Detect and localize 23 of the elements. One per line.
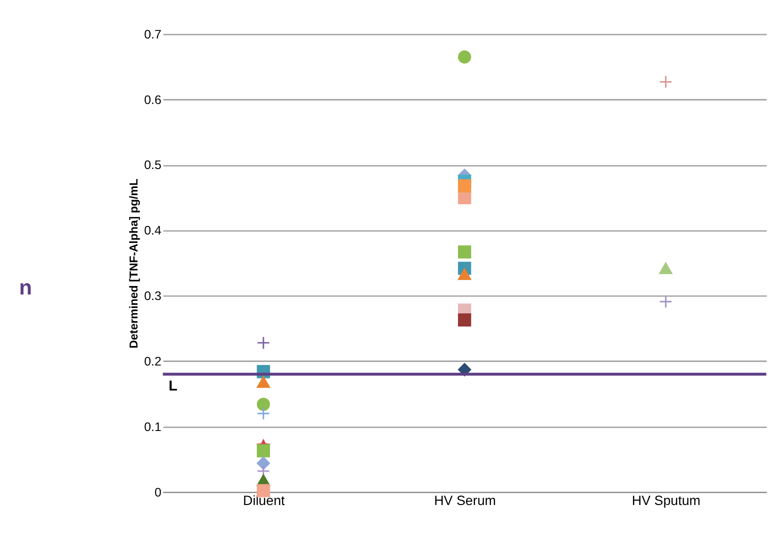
y-tick-label: 0.4 [144,224,162,238]
point [256,456,270,470]
y-tick-label: 0.6 [144,92,162,107]
point [458,268,472,280]
y-tick-label: 0.5 [144,158,162,172]
y-tick-label: 0.2 [144,354,162,368]
ref-line-label: L [168,378,178,395]
y-axis-title: Determined [TNF-Alpha] pg/mL [128,178,140,348]
point [256,444,270,458]
point [256,336,270,350]
x-tick-label: HV Serum [434,492,496,508]
point [458,245,472,259]
point [256,398,270,411]
y-tick-label: 0.1 [144,420,162,434]
point [458,50,472,64]
point [256,406,270,420]
x-tick-label: HV Sputum [632,492,700,508]
y-tick-label: 0 [154,485,162,500]
y-tick-label: 0.3 [144,289,162,304]
x-tick-label: Diluent [243,492,286,508]
y-tick-label: 0.7 [144,27,162,42]
point [256,376,270,388]
text: n [19,276,32,300]
